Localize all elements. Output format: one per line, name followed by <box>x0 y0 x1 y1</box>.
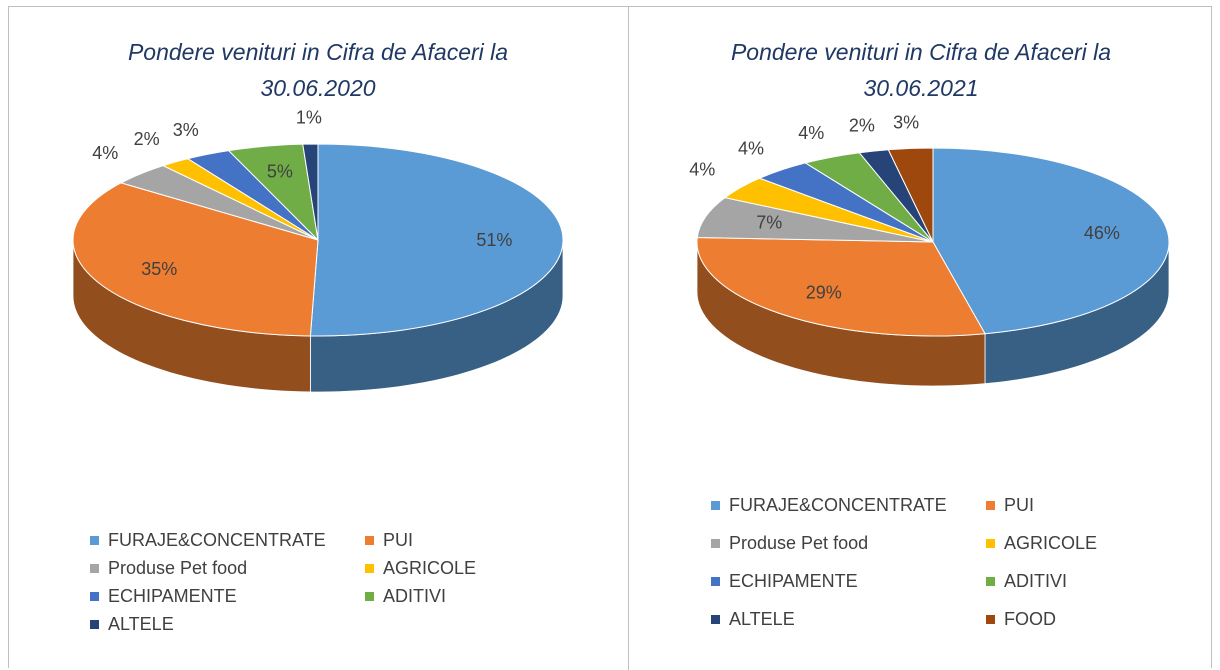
legend-label: FURAJE&CONCENTRATE <box>108 529 326 550</box>
data-label: 3% <box>173 120 199 140</box>
chart-panel: Pondere venituri in Cifra de Afaceri la … <box>628 6 1213 670</box>
legend-item: ALTELE <box>90 610 365 638</box>
legend-swatch <box>711 500 720 510</box>
legend-swatch <box>986 500 995 510</box>
legend-item: PUI <box>365 526 476 554</box>
legend-swatch <box>711 576 720 586</box>
data-label: 35% <box>141 259 177 279</box>
legend-label: FOOD <box>1004 608 1056 629</box>
legend-swatch <box>90 591 99 601</box>
legend-item: FOOD <box>986 600 1097 638</box>
legend-label: ECHIPAMENTE <box>108 585 237 606</box>
frame <box>8 6 1212 668</box>
data-label: 4% <box>689 159 715 179</box>
data-label: 2% <box>134 129 160 149</box>
legend-swatch <box>365 535 374 545</box>
data-label: 2% <box>849 116 875 136</box>
legend-swatch <box>986 576 995 586</box>
legend-item: ECHIPAMENTE <box>90 582 365 610</box>
data-label: 4% <box>92 143 118 163</box>
legend-item: Produse Pet food <box>711 524 986 562</box>
legend-label: ADITIVI <box>383 585 447 606</box>
legend-item: PUI <box>986 486 1097 524</box>
legend-label: PUI <box>383 529 414 550</box>
legend-swatch <box>986 614 995 624</box>
pie-slice <box>72 182 319 337</box>
legend: FURAJE&CONCENTRATE PUI Produse Pet food AGR… <box>90 526 476 638</box>
pie-chart: 46% 29% 7% 4% 4% 4% 2% 3% <box>689 112 1170 387</box>
legend-swatch <box>365 563 374 573</box>
legend-label: Produse Pet food <box>729 532 869 553</box>
legend-item: FURAJE&CONCENTRATE <box>711 486 986 524</box>
pie-slice <box>302 143 319 241</box>
legend-label: ADITIVI <box>1004 570 1068 591</box>
data-label: 7% <box>756 213 782 233</box>
data-label: 5% <box>267 161 293 181</box>
legend-label: ALTELE <box>729 608 795 629</box>
legend-swatch <box>90 563 99 573</box>
data-label: 3% <box>893 112 919 132</box>
legend-label: ALTELE <box>108 613 174 634</box>
legend-item: Produse Pet food <box>90 554 365 582</box>
legend-label: ECHIPAMENTE <box>729 570 858 591</box>
legend: FURAJE&CONCENTRATE PUI Produse Pet food AGR… <box>711 486 1097 638</box>
pie-slice <box>887 147 934 243</box>
chart-title: Pondere venituri in Cifra de Afaceri la … <box>127 39 509 101</box>
pie-slice <box>696 237 986 337</box>
legend-label: PUI <box>1004 494 1035 515</box>
legend-swatch <box>711 614 720 624</box>
legend-swatch <box>90 535 99 545</box>
data-label: 4% <box>798 123 824 143</box>
pie-chart: 51% 35% 4% 2% 3% 5% 1% <box>72 108 564 393</box>
legend-label: FURAJE&CONCENTRATE <box>729 494 947 515</box>
legend-label: AGRICOLE <box>1004 532 1098 553</box>
legend-label: Produse Pet food <box>108 557 248 578</box>
legend-item: AGRICOLE <box>365 554 476 582</box>
legend-swatch <box>365 591 374 601</box>
data-label: 4% <box>738 138 764 158</box>
data-label: 1% <box>296 108 322 128</box>
data-label: 51% <box>476 230 512 250</box>
chart-panel: Pondere venituri in Cifra de Afaceri la … <box>8 6 628 670</box>
legend-swatch <box>90 619 99 629</box>
legend-item: AGRICOLE <box>986 524 1097 562</box>
legend-label: AGRICOLE <box>383 557 477 578</box>
legend-item: ADITIVI <box>365 582 476 610</box>
data-label: 29% <box>806 283 842 303</box>
legend-item: FURAJE&CONCENTRATE <box>90 526 365 554</box>
legend-swatch <box>711 538 720 548</box>
data-label: 46% <box>1084 223 1120 243</box>
legend-item: ADITIVI <box>986 562 1097 600</box>
pie-slice <box>932 147 1170 335</box>
chart-title: Pondere venituri in Cifra de Afaceri la … <box>730 39 1112 101</box>
legend-swatch <box>986 538 995 548</box>
legend-item: ECHIPAMENTE <box>711 562 986 600</box>
pie-slice <box>309 143 564 337</box>
legend-item: ALTELE <box>711 600 986 638</box>
pie-slice <box>696 197 934 243</box>
